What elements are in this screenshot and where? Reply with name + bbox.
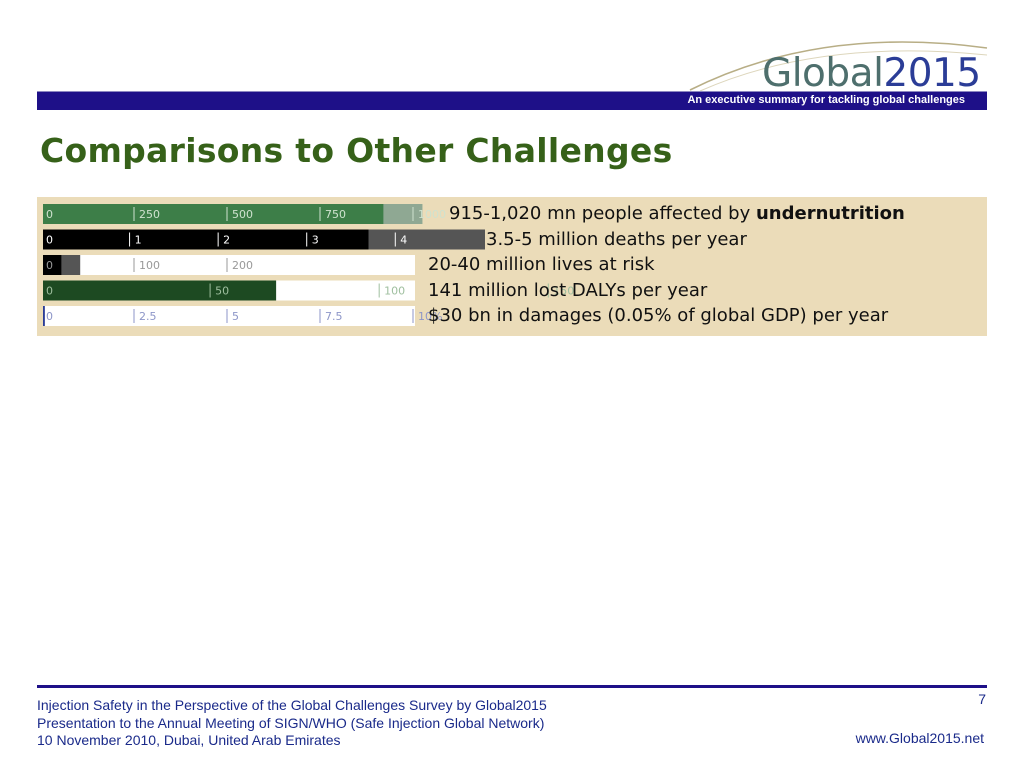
row-label-emphasis: undernutrition <box>755 203 905 224</box>
bar-track <box>43 306 415 326</box>
tick-label: 150 <box>553 285 574 298</box>
logo-text-2015: 2015 <box>883 51 981 96</box>
row-label: 141 million lost DALYs per year <box>428 280 707 302</box>
bar-value <box>43 255 62 275</box>
bar-value <box>43 280 277 301</box>
slide-title: Comparisons to Other Challenges <box>40 131 673 170</box>
row-label: 915-1,020 mn people affected by undernut… <box>449 203 905 225</box>
tick-label: 0 <box>46 259 53 272</box>
global2015-logo: Global2015 <box>762 52 981 96</box>
tick-label: 100 <box>139 259 160 272</box>
logo-text-global: Global <box>762 51 884 96</box>
tick-label: 500 <box>232 208 253 221</box>
row-label: 20-40 million lives at risk <box>428 254 655 276</box>
tick-label: 1 <box>135 234 142 247</box>
bar-range <box>383 204 423 224</box>
row-label-text: 141 million lost DALYs per year <box>428 279 708 301</box>
tick-label: 2 <box>223 234 230 247</box>
bar-range <box>368 229 485 250</box>
bar-value <box>43 229 369 250</box>
footer-line-3: 10 November 2010, Dubai, United Arab Emi… <box>37 732 341 748</box>
header-banner: An executive summary for tackling global… <box>37 91 987 110</box>
tick-label: 5 <box>232 310 239 323</box>
row-label: 3.5-5 million deaths per year <box>486 229 747 251</box>
bar-range <box>61 255 81 275</box>
bar-value <box>43 306 45 326</box>
bar-track <box>43 255 415 275</box>
tick-label: 2.5 <box>139 310 157 323</box>
tick-label: 750 <box>325 208 346 221</box>
footer-url-link[interactable]: www.Global2015.net <box>855 730 984 746</box>
tick-label: 0 <box>46 208 53 221</box>
logo-arc <box>689 41 988 92</box>
footer-line-2: Presentation to the Annual Meeting of SI… <box>37 714 545 731</box>
row-label-text: 3.5-5 million deaths per year <box>486 228 747 250</box>
tick-label: 250 <box>139 208 160 221</box>
tick-label: 10% <box>418 310 442 323</box>
row-label-text: $30 bn in damages (0.05% of global GDP) … <box>428 305 889 326</box>
tick-label: 3 <box>312 234 319 247</box>
footer-line-1: Injection Safety in the Perspective of t… <box>37 697 547 713</box>
row-label: $30 bn in damages (0.05% of global GDP) … <box>428 305 888 327</box>
tick-label: 200 <box>232 259 253 272</box>
footer-text: Injection Safety in the Perspective of t… <box>37 697 547 750</box>
tick-label: 50 <box>215 285 229 298</box>
comparison-bars: 0 250 500 750 1000 0 1 2 3 4 0 100 200 0 50 100 150 0 2.5 5… <box>43 204 574 326</box>
tick-label: 1000 <box>418 208 446 221</box>
tick-label: 0 <box>46 285 53 298</box>
page-number: 7 <box>978 691 986 707</box>
tick-label: 7.5 <box>325 310 343 323</box>
tagline: An executive summary for tackling global… <box>687 94 965 106</box>
bar-value <box>43 204 384 224</box>
row-label-text: 20-40 million lives at risk <box>428 254 655 275</box>
comparison-panel: 0 250 500 750 1000 0 1 2 3 4 0 100 200 0 50 100 150 0 2.5 5… <box>37 197 987 336</box>
tick-label: 4 <box>400 234 407 247</box>
row-label-text: 915-1,020 mn people affected by <box>449 203 756 224</box>
footer-rule <box>37 685 987 688</box>
tick-label: 0 <box>46 310 53 323</box>
tick-label: 0 <box>46 234 53 247</box>
tick-label: 100 <box>384 285 405 298</box>
